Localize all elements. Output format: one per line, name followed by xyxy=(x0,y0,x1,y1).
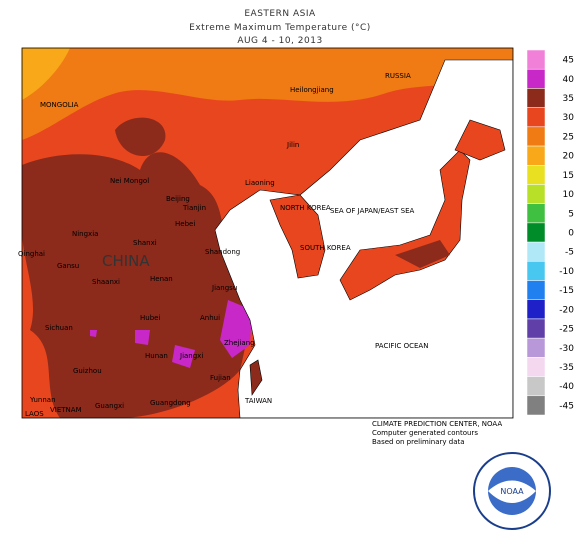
legend-swatch xyxy=(526,68,546,89)
logo-text: NOAA xyxy=(500,487,524,496)
legend-swatch xyxy=(526,165,546,185)
footer-text: Based on preliminary data xyxy=(372,438,465,446)
place-label: Guangxi xyxy=(95,402,124,410)
place-label: Gansu xyxy=(57,262,79,270)
legend-swatch xyxy=(526,203,546,224)
legend-swatch xyxy=(526,376,546,397)
footer-text: CLIMATE PREDICTION CENTER, NOAA xyxy=(372,420,502,428)
place-label: Guangdong xyxy=(150,399,191,407)
place-label: Yunnan xyxy=(29,396,56,404)
legend-swatch xyxy=(526,395,546,416)
legend-label: 10 xyxy=(563,190,575,200)
place-label: Henan xyxy=(150,275,173,283)
legend-label: 35 xyxy=(563,94,574,104)
legend-swatch xyxy=(526,318,546,339)
legend-swatch xyxy=(526,280,546,300)
place-label: Hunan xyxy=(145,352,168,360)
place-label: Beijing xyxy=(166,195,190,203)
legend-label: 40 xyxy=(563,75,575,85)
place-label: Shaanxi xyxy=(92,278,120,286)
place-label: Liaoning xyxy=(245,179,275,187)
legend-label: -40 xyxy=(559,382,574,392)
place-label: Hebei xyxy=(175,220,195,228)
place-label: Qinghai xyxy=(18,250,45,258)
place-label: Shanxi xyxy=(133,239,157,247)
place-label: LAOS xyxy=(25,410,44,418)
legend-label: 5 xyxy=(568,209,574,219)
legend-label: -35 xyxy=(559,363,574,373)
place-label: Zhejiang xyxy=(224,339,255,347)
legend-label: -15 xyxy=(559,286,574,296)
legend-label: 20 xyxy=(563,152,575,162)
legend-label: 15 xyxy=(563,171,574,181)
place-label: VIETNAM xyxy=(50,406,82,414)
place-label: Anhui xyxy=(200,314,220,322)
legend-swatch xyxy=(526,126,546,147)
place-label: Fujian xyxy=(210,374,231,382)
place-label: RUSSIA xyxy=(385,72,411,80)
legend-label: -45 xyxy=(559,401,574,411)
legend-swatch xyxy=(526,299,546,320)
place-label: Jiangsu xyxy=(211,284,237,292)
legend-swatch xyxy=(526,261,546,281)
place-label: CHINA xyxy=(102,252,150,270)
place-label: Tianjin xyxy=(182,204,206,212)
map-frame xyxy=(21,47,514,419)
legend-label: -10 xyxy=(559,267,574,277)
place-label: MONGOLIA xyxy=(40,101,79,109)
region: EASTERN ASIA xyxy=(244,9,316,19)
legend-label: -5 xyxy=(565,248,574,258)
legend-swatch xyxy=(526,241,546,262)
dates: AUG 4 - 10, 2013 xyxy=(237,36,322,46)
place-label: Jilin xyxy=(286,141,299,149)
noaa-logo: NOAA xyxy=(473,452,551,530)
legend-swatch xyxy=(526,49,546,70)
place-label: Jiangxi xyxy=(179,352,203,360)
place-label: SOUTH KOREA xyxy=(300,244,351,252)
footer-text: Computer generated contours xyxy=(372,429,478,437)
legend-swatch xyxy=(526,357,546,377)
legend-swatch xyxy=(526,184,546,204)
place-label: Ningxia xyxy=(72,230,98,238)
legend-swatch xyxy=(526,107,546,128)
place-label: TAIWAN xyxy=(244,397,272,405)
place-label: SEA OF JAPAN/EAST SEA xyxy=(330,207,415,215)
title: Extreme Maximum Temperature (°C) xyxy=(189,23,371,33)
legend-label: 0 xyxy=(568,229,574,239)
place-label: Shandong xyxy=(205,248,240,256)
place-label: PACIFIC OCEAN xyxy=(375,342,428,350)
legend-label: 45 xyxy=(563,56,574,66)
legend-swatch xyxy=(526,337,546,358)
place-label: Heilongjiang xyxy=(290,86,334,94)
legend-label: 30 xyxy=(563,113,575,123)
legend-swatch xyxy=(526,88,546,108)
place-label: Nei Mongol xyxy=(110,177,149,185)
legend-label: 25 xyxy=(563,132,574,142)
place-label: Hubei xyxy=(140,314,160,322)
legend-label: -25 xyxy=(559,325,574,335)
legend-label: -20 xyxy=(559,305,574,315)
place-label: Sichuan xyxy=(45,324,73,332)
legend-label: -30 xyxy=(559,344,574,354)
place-label: Guizhou xyxy=(73,367,102,375)
legend-swatch xyxy=(526,222,546,243)
place-label: NORTH KOREA xyxy=(280,204,331,212)
map xyxy=(22,48,513,418)
legend-swatch xyxy=(526,145,546,166)
